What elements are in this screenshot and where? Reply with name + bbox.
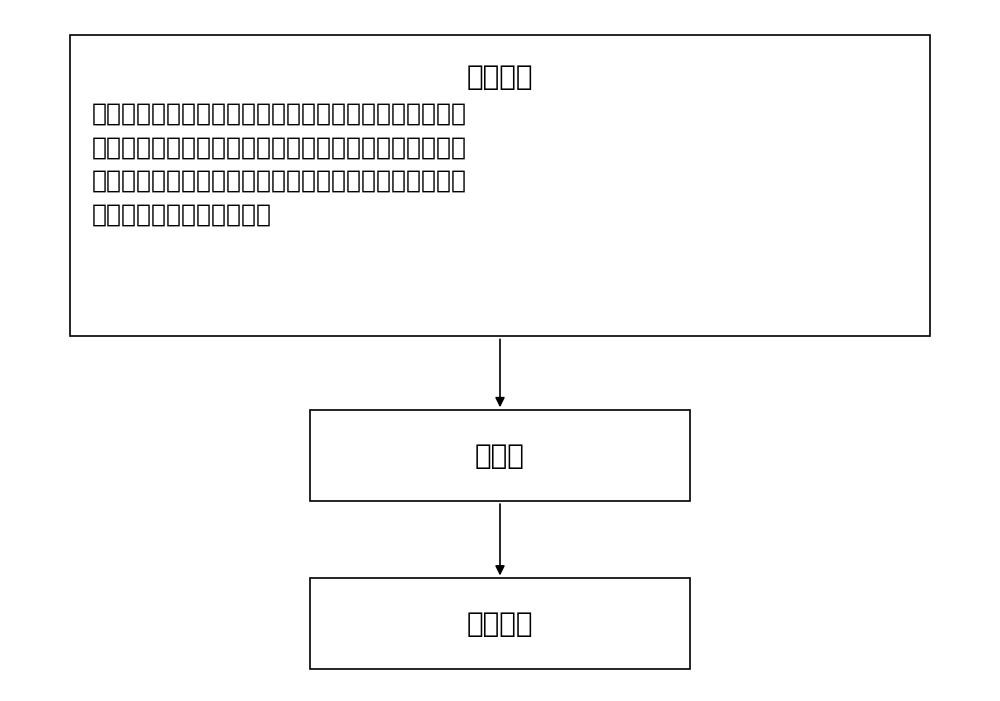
Text: 合法化: 合法化: [475, 442, 525, 470]
FancyBboxPatch shape: [310, 578, 690, 669]
FancyBboxPatch shape: [310, 410, 690, 501]
FancyBboxPatch shape: [70, 35, 930, 336]
Text: 全局布局: 全局布局: [467, 63, 533, 91]
Text: 在初始布局开始时进入全局布局，布局的模块大量重叠，
形成一个密度很高且线长很短的布局；随后经过多次布局
引擎，改变布局中模块的位置，减小模块间的重叠度，最
后达: 在初始布局开始时进入全局布局，布局的模块大量重叠， 形成一个密度很高且线长很短的…: [92, 102, 467, 226]
Text: 详细布局: 详细布局: [467, 610, 533, 638]
